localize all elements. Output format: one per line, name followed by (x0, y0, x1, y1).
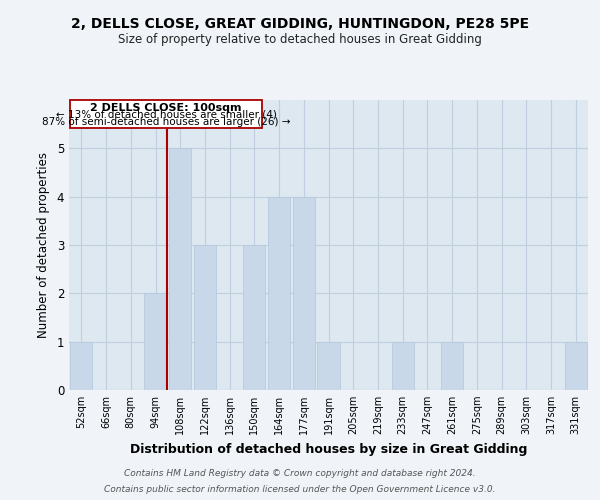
Text: Contains public sector information licensed under the Open Government Licence v3: Contains public sector information licen… (104, 484, 496, 494)
Bar (293, 196, 315, 390)
Text: Size of property relative to detached houses in Great Gidding: Size of property relative to detached ho… (118, 32, 482, 46)
Bar (392, 342, 414, 390)
Text: 2 DELLS CLOSE: 100sqm: 2 DELLS CLOSE: 100sqm (90, 102, 242, 113)
Text: Contains HM Land Registry data © Crown copyright and database right 2024.: Contains HM Land Registry data © Crown c… (124, 470, 476, 478)
Bar (441, 342, 463, 390)
X-axis label: Distribution of detached houses by size in Great Gidding: Distribution of detached houses by size … (130, 442, 527, 456)
Bar (243, 245, 265, 390)
Bar (194, 245, 216, 390)
FancyBboxPatch shape (70, 100, 262, 128)
Bar (169, 148, 191, 390)
Y-axis label: Number of detached properties: Number of detached properties (37, 152, 50, 338)
Text: ← 13% of detached houses are smaller (4): ← 13% of detached houses are smaller (4) (56, 110, 277, 120)
Bar (565, 342, 587, 390)
Bar (70, 342, 92, 390)
Bar (268, 196, 290, 390)
Text: 87% of semi-detached houses are larger (26) →: 87% of semi-detached houses are larger (… (42, 117, 290, 127)
Bar (145, 294, 167, 390)
Bar (317, 342, 340, 390)
Text: 2, DELLS CLOSE, GREAT GIDDING, HUNTINGDON, PE28 5PE: 2, DELLS CLOSE, GREAT GIDDING, HUNTINGDO… (71, 18, 529, 32)
